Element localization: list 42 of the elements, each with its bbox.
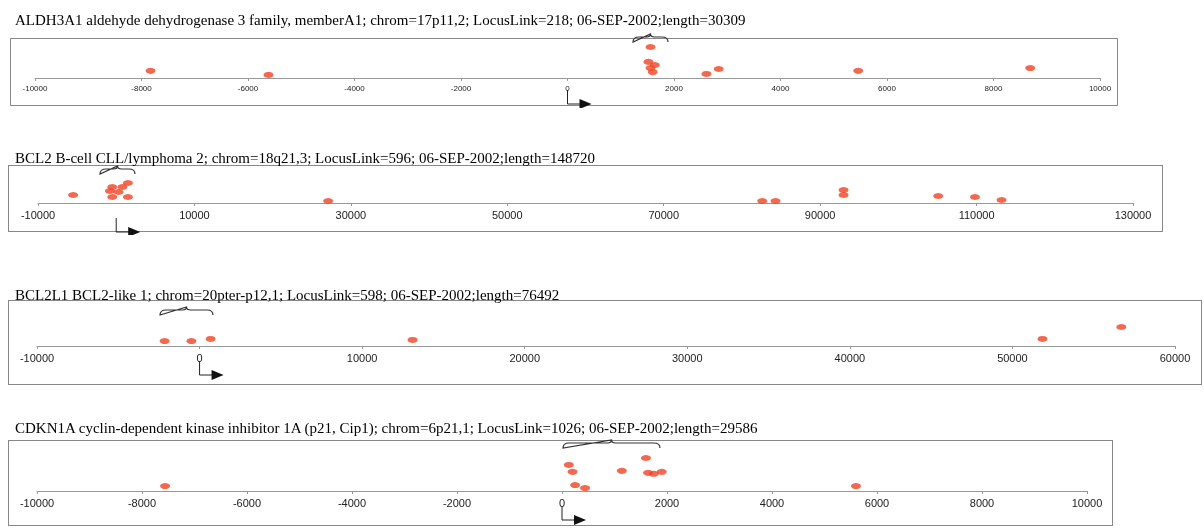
chart-title: CDKN1A cyclin-dependent kinase inhibitor 1A (p21, Cip1); chrom=6p21,1; LocusLink=1026; 06-SEP-2002;length=29586 bbox=[15, 419, 758, 437]
x-tick-label: 4000 bbox=[759, 496, 785, 509]
x-tick-label: 90000 bbox=[804, 208, 836, 221]
x-tick-label: 8000 bbox=[984, 83, 1003, 93]
x-tick-label: 30000 bbox=[671, 351, 703, 364]
x-tick-label: 10000 bbox=[1071, 496, 1103, 509]
x-tick-label: 130000 bbox=[1114, 208, 1152, 221]
x-tick-label: 6000 bbox=[864, 496, 890, 509]
x-tick-label: 8000 bbox=[969, 496, 995, 509]
x-tick-label: 110000 bbox=[958, 208, 995, 221]
x-tick-label: -8000 bbox=[127, 496, 157, 509]
x-tick-label: 30000 bbox=[335, 208, 367, 221]
x-tick-label: 2000 bbox=[665, 83, 684, 93]
x-tick-label: -10000 bbox=[20, 208, 56, 221]
x-tick-label: 60000 bbox=[1159, 351, 1191, 364]
x-tick-label: -10000 bbox=[19, 351, 55, 364]
x-tick-label: 4000 bbox=[771, 83, 790, 93]
x-tick-label: -10000 bbox=[22, 83, 48, 93]
x-tick-label: 70000 bbox=[648, 208, 680, 221]
x-tick-label: 10000 bbox=[1088, 83, 1112, 93]
x-tick-label: -2000 bbox=[450, 83, 472, 93]
x-tick-label: 2000 bbox=[654, 496, 680, 509]
x-tick-label: -4000 bbox=[337, 496, 367, 509]
chart-title: BCL2 B-cell CLL/lymphoma 2; chrom=18q21,3; LocusLink=596; 06-SEP-2002;length=148720 bbox=[15, 149, 595, 166]
x-tick-label: -4000 bbox=[344, 83, 366, 93]
x-tick-label: -6000 bbox=[237, 83, 259, 93]
x-tick-label: 6000 bbox=[878, 83, 897, 93]
x-tick-label: 50000 bbox=[997, 351, 1028, 364]
x-tick-label: 10000 bbox=[346, 351, 378, 364]
x-tick-label: 50000 bbox=[491, 208, 523, 221]
x-tick-label: 0 bbox=[558, 496, 566, 509]
x-tick-label: 40000 bbox=[834, 351, 866, 364]
x-tick-label: 20000 bbox=[509, 351, 541, 364]
x-tick-label: -6000 bbox=[232, 496, 262, 509]
x-tick-label: 10000 bbox=[179, 208, 210, 221]
x-tick-label: -8000 bbox=[131, 83, 153, 93]
x-tick-label: -10000 bbox=[19, 496, 55, 509]
x-tick-label: 0 bbox=[196, 351, 203, 364]
chart-title: BCL2L1 BCL2-like 1; chrom=20pter-p12,1; LocusLink=598; 06-SEP-2002;length=76492 bbox=[15, 286, 560, 303]
x-tick-label: -2000 bbox=[442, 496, 472, 509]
point bbox=[851, 483, 861, 490]
chart-title: ALDH3A1 aldehyde dehydrogenase 3 family, memberA1; chrom=17p11,2; LocusLink=218; 06-SEP-2002;length=30309 bbox=[15, 11, 746, 28]
